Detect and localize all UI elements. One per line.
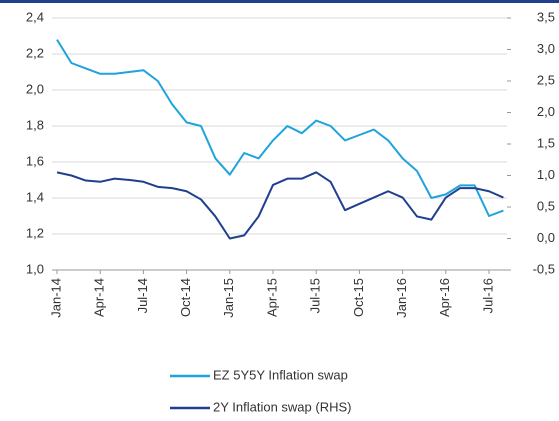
y2-tick-label: -0,5 xyxy=(533,261,555,276)
x-tick-label: Apr-14 xyxy=(92,278,107,317)
x-tick-label: Jul-16 xyxy=(480,278,495,313)
y2-tick-label: 0,0 xyxy=(537,230,555,245)
x-tick-label: Oct-15 xyxy=(351,278,366,317)
x-tick-label: Jan-15 xyxy=(221,278,236,318)
x-tick-label: Jan-16 xyxy=(394,278,409,318)
y2-tick-label: 3,5 xyxy=(537,9,555,24)
x-tick-label: Jul-14 xyxy=(135,278,150,313)
series-line xyxy=(56,171,504,240)
x-tick-label: Jan-14 xyxy=(48,278,63,318)
y-tick-label: 2,0 xyxy=(26,81,44,96)
x-tick-label: Apr-16 xyxy=(437,278,452,317)
y2-tick-label: 3,0 xyxy=(537,41,555,56)
y2-tick-label: 2,5 xyxy=(537,72,555,87)
y2-tick-label: 2,0 xyxy=(537,104,555,119)
series-line xyxy=(56,39,504,217)
y-tick-label: 1,8 xyxy=(26,117,44,132)
y2-tick-label: 1,0 xyxy=(537,167,555,182)
top-border xyxy=(0,0,559,3)
legend-label: 2Y Inflation swap (RHS) xyxy=(213,399,352,414)
x-tick-label: Oct-14 xyxy=(178,278,193,317)
legend-label: EZ 5Y5Y Inflation swap xyxy=(213,367,348,382)
y-tick-label: 1,2 xyxy=(26,225,44,240)
y-tick-label: 1,4 xyxy=(26,189,44,204)
y-tick-label: 2,2 xyxy=(26,45,44,60)
y-tick-label: 1,6 xyxy=(26,153,44,168)
y2-tick-label: 0,5 xyxy=(537,198,555,213)
y-tick-label: 2,4 xyxy=(26,9,44,24)
x-tick-label: Apr-15 xyxy=(264,278,279,317)
y-tick-label: 1,0 xyxy=(26,261,44,276)
x-tick-label: Jul-15 xyxy=(308,278,323,313)
y2-tick-label: 1,5 xyxy=(537,135,555,150)
